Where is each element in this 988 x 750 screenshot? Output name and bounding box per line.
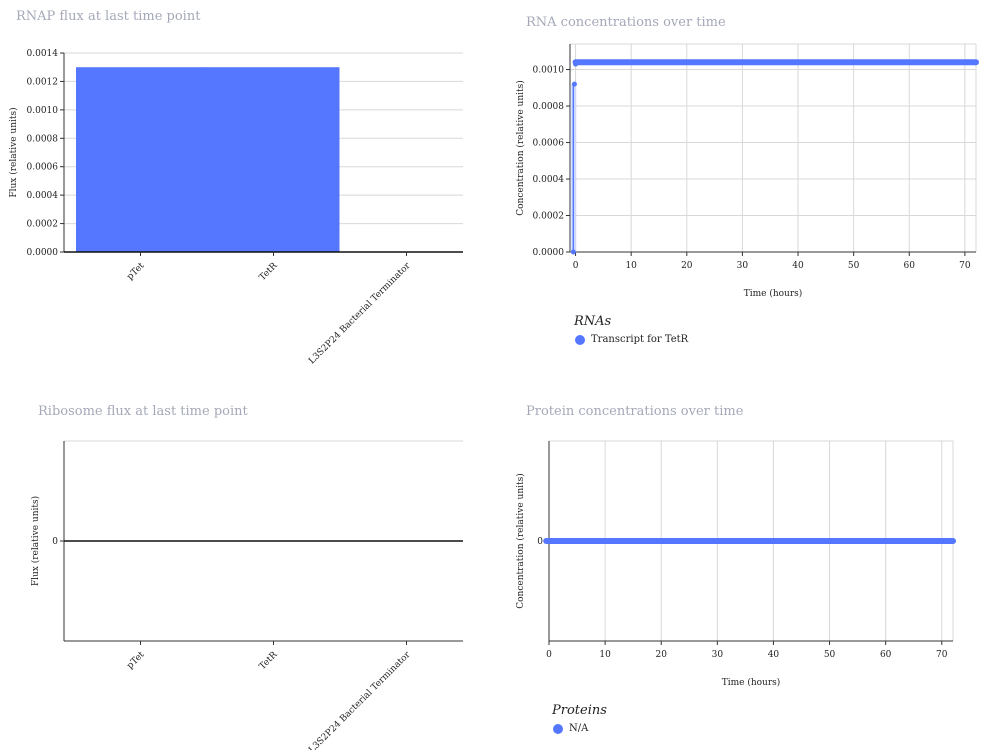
rna-x-tick-label: 40: [792, 261, 804, 271]
protein-y-tick-label: 0: [537, 537, 543, 547]
protein-x-tick-label: 40: [768, 650, 780, 660]
legend-dot-icon: [553, 723, 563, 734]
rnap-y-tick-label: 0.0002: [27, 220, 59, 230]
protein-x-tick-label: 30: [712, 650, 724, 660]
ribo-y-tick-label: 0: [52, 537, 58, 547]
rnap-bar: [76, 67, 208, 252]
rnap-y-tick-label: 0.0000: [27, 248, 59, 258]
rnap-y-tick-label: 0.0004: [27, 191, 59, 201]
rna-x-tick-label: 50: [848, 261, 860, 271]
rna-x-tick-label: 20: [681, 261, 693, 271]
rna-data-point: [570, 249, 576, 255]
ribo-x-tick-label: pTet: [125, 650, 146, 671]
rna-data-point: [571, 81, 577, 87]
rna-x-tick-label: 30: [737, 261, 749, 271]
rnap-y-tick-label: 0.0010: [27, 106, 59, 116]
rna-legend-label: Transcript for TetR: [591, 334, 689, 345]
rna-y-tick-label: 0.0008: [533, 102, 565, 112]
rnap-y-tick-label: 0.0014: [27, 49, 59, 59]
rna-x-tick-label: 70: [959, 261, 971, 271]
rna-data-point: [573, 61, 579, 67]
rnap-x-tick-label: L3S2P24 Bacterial Terminator: [307, 261, 413, 367]
rna-legend-item[interactable]: Transcript for TetR: [575, 334, 688, 345]
protein-chart-title: Protein concentrations over time: [526, 404, 744, 419]
protein-x-tick-label: 20: [655, 650, 667, 660]
protein-x-tick-label: 60: [880, 650, 892, 660]
rna-chart-title: RNA concentrations over time: [526, 15, 726, 30]
protein-x-tick-label: 10: [599, 650, 611, 660]
rna-uncertainty-band: [570, 84, 577, 252]
protein-legend-label: N/A: [569, 723, 589, 734]
rna-x-axis-label: Time (hours): [744, 288, 803, 299]
ribo-x-tick-label: TetR: [258, 650, 280, 672]
rnap-y-axis-label: Flux (relative units): [8, 107, 19, 197]
ribosome-chart-title: Ribosome flux at last time point: [38, 404, 248, 419]
rna-y-tick-label: 0.0000: [533, 248, 565, 258]
rna-y-tick-label: 0.0004: [533, 175, 565, 185]
rna-x-tick-label: 60: [904, 261, 916, 271]
rnap-chart-title: RNAP flux at last time point: [16, 9, 201, 24]
ribo-y-axis-label: Flux (relative units): [30, 496, 41, 586]
rna-y-tick-label: 0.0002: [533, 212, 565, 222]
protein-legend-title: Proteins: [552, 703, 607, 718]
rna-y-tick-label: 0.0010: [533, 66, 565, 76]
protein-x-tick-label: 50: [824, 650, 836, 660]
protein-y-axis-label: Concentration (relative units): [515, 473, 526, 609]
rnap-bar: [207, 67, 340, 252]
rna-y-axis-label: Concentration (relative units): [515, 80, 526, 216]
rnap-y-tick-label: 0.0008: [27, 134, 59, 144]
rna-y-tick-label: 0.0006: [533, 139, 565, 149]
rnap-y-tick-label: 0.0012: [27, 77, 59, 87]
ribo-x-tick-label: L3S2P24 Bacterial Terminator: [307, 650, 413, 750]
rnap-y-tick-label: 0.0006: [27, 163, 59, 173]
protein-legend-item[interactable]: N/A: [553, 723, 588, 734]
legend-dot-icon: [575, 334, 585, 345]
protein-x-tick-label: 0: [546, 650, 552, 660]
protein-x-tick-label: 70: [936, 650, 948, 660]
rnap-x-tick-label: pTet: [125, 261, 146, 282]
rna-x-tick-label: 0: [573, 261, 579, 271]
protein-x-axis-label: Time (hours): [722, 677, 781, 688]
rnap-x-tick-label: TetR: [258, 261, 280, 283]
rna-legend-title: RNAs: [574, 314, 612, 329]
rna-x-tick-label: 10: [625, 261, 637, 271]
